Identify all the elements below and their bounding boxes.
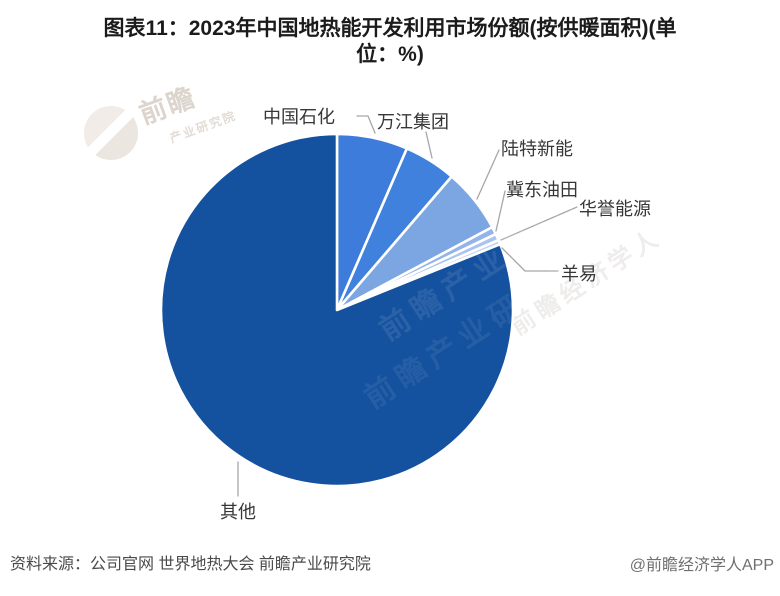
- slice-label-sinopec: 中国石化: [263, 107, 335, 127]
- credit-watermark: @前瞻经济学人APP: [629, 557, 774, 574]
- leader-line-wanjiang: [425, 131, 433, 159]
- slice-label-lute: 陆特新能: [501, 139, 573, 159]
- leader-lines: [237, 115, 578, 497]
- chart-title-line2: 位：%): [356, 43, 424, 66]
- leader-line-huayu: [500, 206, 578, 241]
- slice-label-jidong: 冀东油田: [506, 180, 578, 200]
- chart-title-line1: 图表11：2023年中国地热能开发利用市场份额(按供暖面积)(单: [103, 17, 677, 40]
- leader-line-yangyi: [501, 247, 559, 272]
- slice-label-huayu: 华誉能源: [579, 199, 651, 219]
- leader-line-sinopec: [356, 115, 376, 134]
- leader-line-lute: [476, 149, 500, 200]
- pie-slice-7: [159, 132, 515, 488]
- pie-slices: [159, 132, 515, 488]
- slice-label-qita: 其他: [220, 502, 256, 522]
- slice-label-wanjiang: 万江集团: [377, 112, 449, 132]
- slice-label-yangyi: 羊易: [561, 264, 597, 284]
- chart-title: 图表11：2023年中国地热能开发利用市场份额(按供暖面积)(单 位：%): [30, 16, 750, 68]
- leader-line-jidong: [495, 190, 506, 232]
- source-note: 资料来源：公司官网 世界地热大会 前瞻产业研究院: [10, 556, 371, 573]
